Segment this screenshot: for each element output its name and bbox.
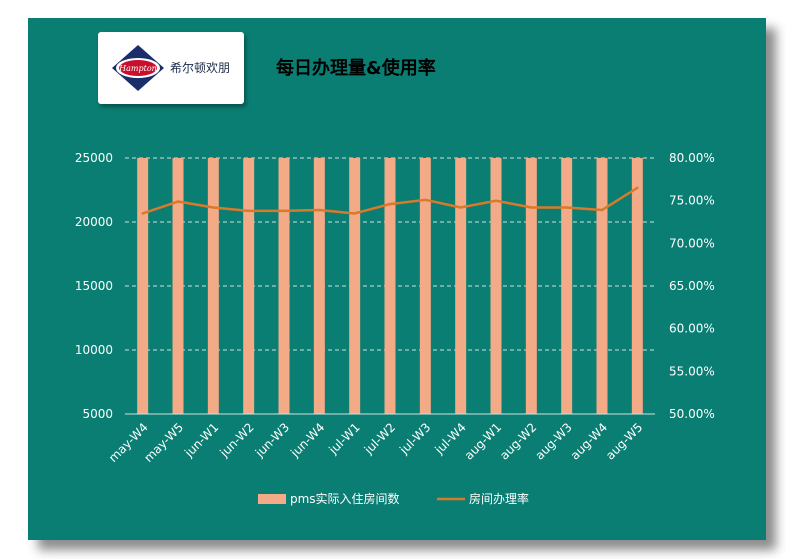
legend-label-bar: pms实际入住房间数 [290, 491, 400, 506]
x-tick-label: aug-W2 [497, 420, 539, 462]
brand-name: 希尔顿欢朋 [170, 61, 231, 75]
bar [596, 158, 608, 414]
y-tick-label: 20000 [75, 215, 113, 229]
rate-point [176, 200, 180, 203]
rate-point [353, 212, 356, 215]
bar [384, 158, 396, 414]
rate-point [530, 206, 533, 209]
logo-wordmark: Hampton [118, 64, 157, 73]
hampton-logo-icon: Hampton [112, 45, 164, 91]
x-tick-label: jul-W2 [361, 420, 398, 457]
y2-tick-label: 65.00% [669, 279, 715, 293]
x-tick-label: aug-W4 [568, 420, 610, 462]
bar [561, 158, 573, 414]
bar [455, 158, 467, 414]
x-tick-label: jun-W1 [181, 420, 221, 460]
rate-point [494, 199, 498, 202]
chart-card [28, 18, 766, 540]
y2-tick-label: 70.00% [669, 236, 715, 250]
bar [313, 158, 325, 414]
rate-point [247, 209, 250, 213]
x-tick-label: jul-W3 [396, 420, 433, 457]
bar [172, 158, 184, 414]
bar [278, 158, 290, 414]
y-tick-label: 5000 [82, 407, 113, 421]
rate-point [282, 209, 286, 213]
y2-tick-label: 75.00% [669, 194, 715, 208]
y-tick-label: 10000 [75, 343, 113, 357]
y-tick-label: 15000 [75, 279, 113, 293]
y-tick-label: 25000 [75, 151, 113, 165]
x-tick-label: aug-W1 [462, 420, 504, 462]
bar [490, 158, 502, 414]
y2-tick-label: 50.00% [669, 407, 715, 421]
bar [631, 158, 643, 414]
x-tick-label: may-W5 [141, 420, 186, 465]
bar [419, 158, 431, 414]
chart-title: 每日办理量&使用率 [276, 58, 436, 79]
y2-tick-label: 60.00% [669, 322, 715, 336]
x-tick-label: jun-W3 [252, 420, 292, 460]
rate-point [565, 206, 568, 209]
bar [525, 158, 537, 414]
x-tick-label: aug-W3 [532, 420, 574, 462]
legend-swatch-bar [258, 494, 286, 504]
bar [137, 158, 149, 414]
rate-point [318, 208, 321, 212]
x-tick-label: jun-W2 [217, 420, 257, 460]
rate-point [600, 208, 604, 212]
x-tick-label: aug-W5 [603, 420, 645, 462]
brand-logo-box: Hampton 希尔顿欢朋 [98, 32, 244, 104]
rate-point [636, 186, 639, 190]
bar [349, 158, 361, 414]
rate-point [141, 212, 144, 215]
y2-tick-label: 55.00% [669, 364, 715, 378]
rate-point [388, 202, 392, 206]
rate-point [424, 198, 427, 202]
bar [207, 158, 219, 414]
bar [243, 158, 255, 414]
rate-point [212, 206, 215, 209]
rate-point [459, 206, 462, 209]
x-tick-label: jun-W4 [287, 420, 327, 460]
x-tick-label: jul-W1 [326, 420, 363, 457]
y2-tick-label: 80.00% [669, 151, 715, 165]
legend-label-line: 房间办理率 [469, 491, 529, 506]
